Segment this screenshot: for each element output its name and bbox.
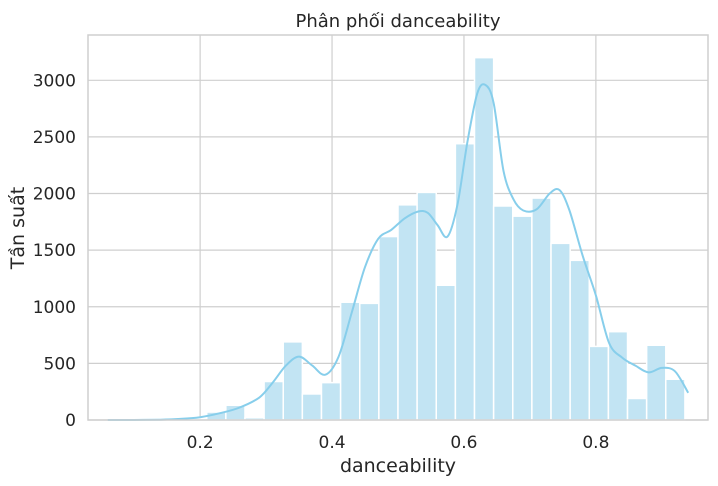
y-tick-label: 1500 xyxy=(33,241,76,261)
chart-title: Phân phối danceability xyxy=(296,11,501,32)
histogram-bar xyxy=(358,302,380,421)
histogram-bar xyxy=(454,142,476,421)
histogram-bar xyxy=(531,197,552,421)
histogram-bar xyxy=(378,235,399,421)
histogram-bar xyxy=(397,204,418,421)
x-tick-labels: 0.2 0.4 0.6 0.8 xyxy=(187,433,610,453)
histogram-bar xyxy=(282,341,304,421)
histogram-bar xyxy=(435,284,457,421)
histogram-bar xyxy=(588,345,610,421)
histogram-bar xyxy=(263,380,284,421)
x-tick-label: 0.2 xyxy=(187,433,214,453)
y-tick-label: 3000 xyxy=(33,71,76,91)
histogram-bar xyxy=(301,393,323,421)
histogram-bar xyxy=(665,378,686,421)
histogram-bar xyxy=(550,242,571,421)
histogram-bar xyxy=(569,259,591,421)
y-tick-label: 2500 xyxy=(33,128,76,148)
histogram-bar xyxy=(320,381,342,421)
y-tick-labels: 0 500 1000 1500 2000 2500 3000 xyxy=(33,71,76,431)
histogram-bar xyxy=(416,191,438,421)
x-tick-label: 0.4 xyxy=(319,433,346,453)
y-tick-label: 2000 xyxy=(33,185,76,205)
histogram-bar xyxy=(473,56,495,421)
histogram-bar xyxy=(626,397,648,421)
x-axis-label: danceability xyxy=(340,455,456,477)
y-tick-label: 0 xyxy=(65,411,76,431)
histogram-bars xyxy=(166,56,686,421)
histogram-bar xyxy=(607,330,629,421)
y-tick-label: 500 xyxy=(44,354,76,374)
kde-curve xyxy=(107,83,690,422)
x-tick-label: 0.6 xyxy=(450,433,477,453)
y-axis-label: Tần suất xyxy=(7,187,29,270)
histogram-bar xyxy=(492,205,514,421)
histogram-bar xyxy=(645,344,667,421)
x-tick-label: 0.8 xyxy=(582,433,609,453)
plot-frame xyxy=(87,34,709,421)
y-tick-label: 1000 xyxy=(33,298,76,318)
histogram-bar xyxy=(512,215,533,421)
